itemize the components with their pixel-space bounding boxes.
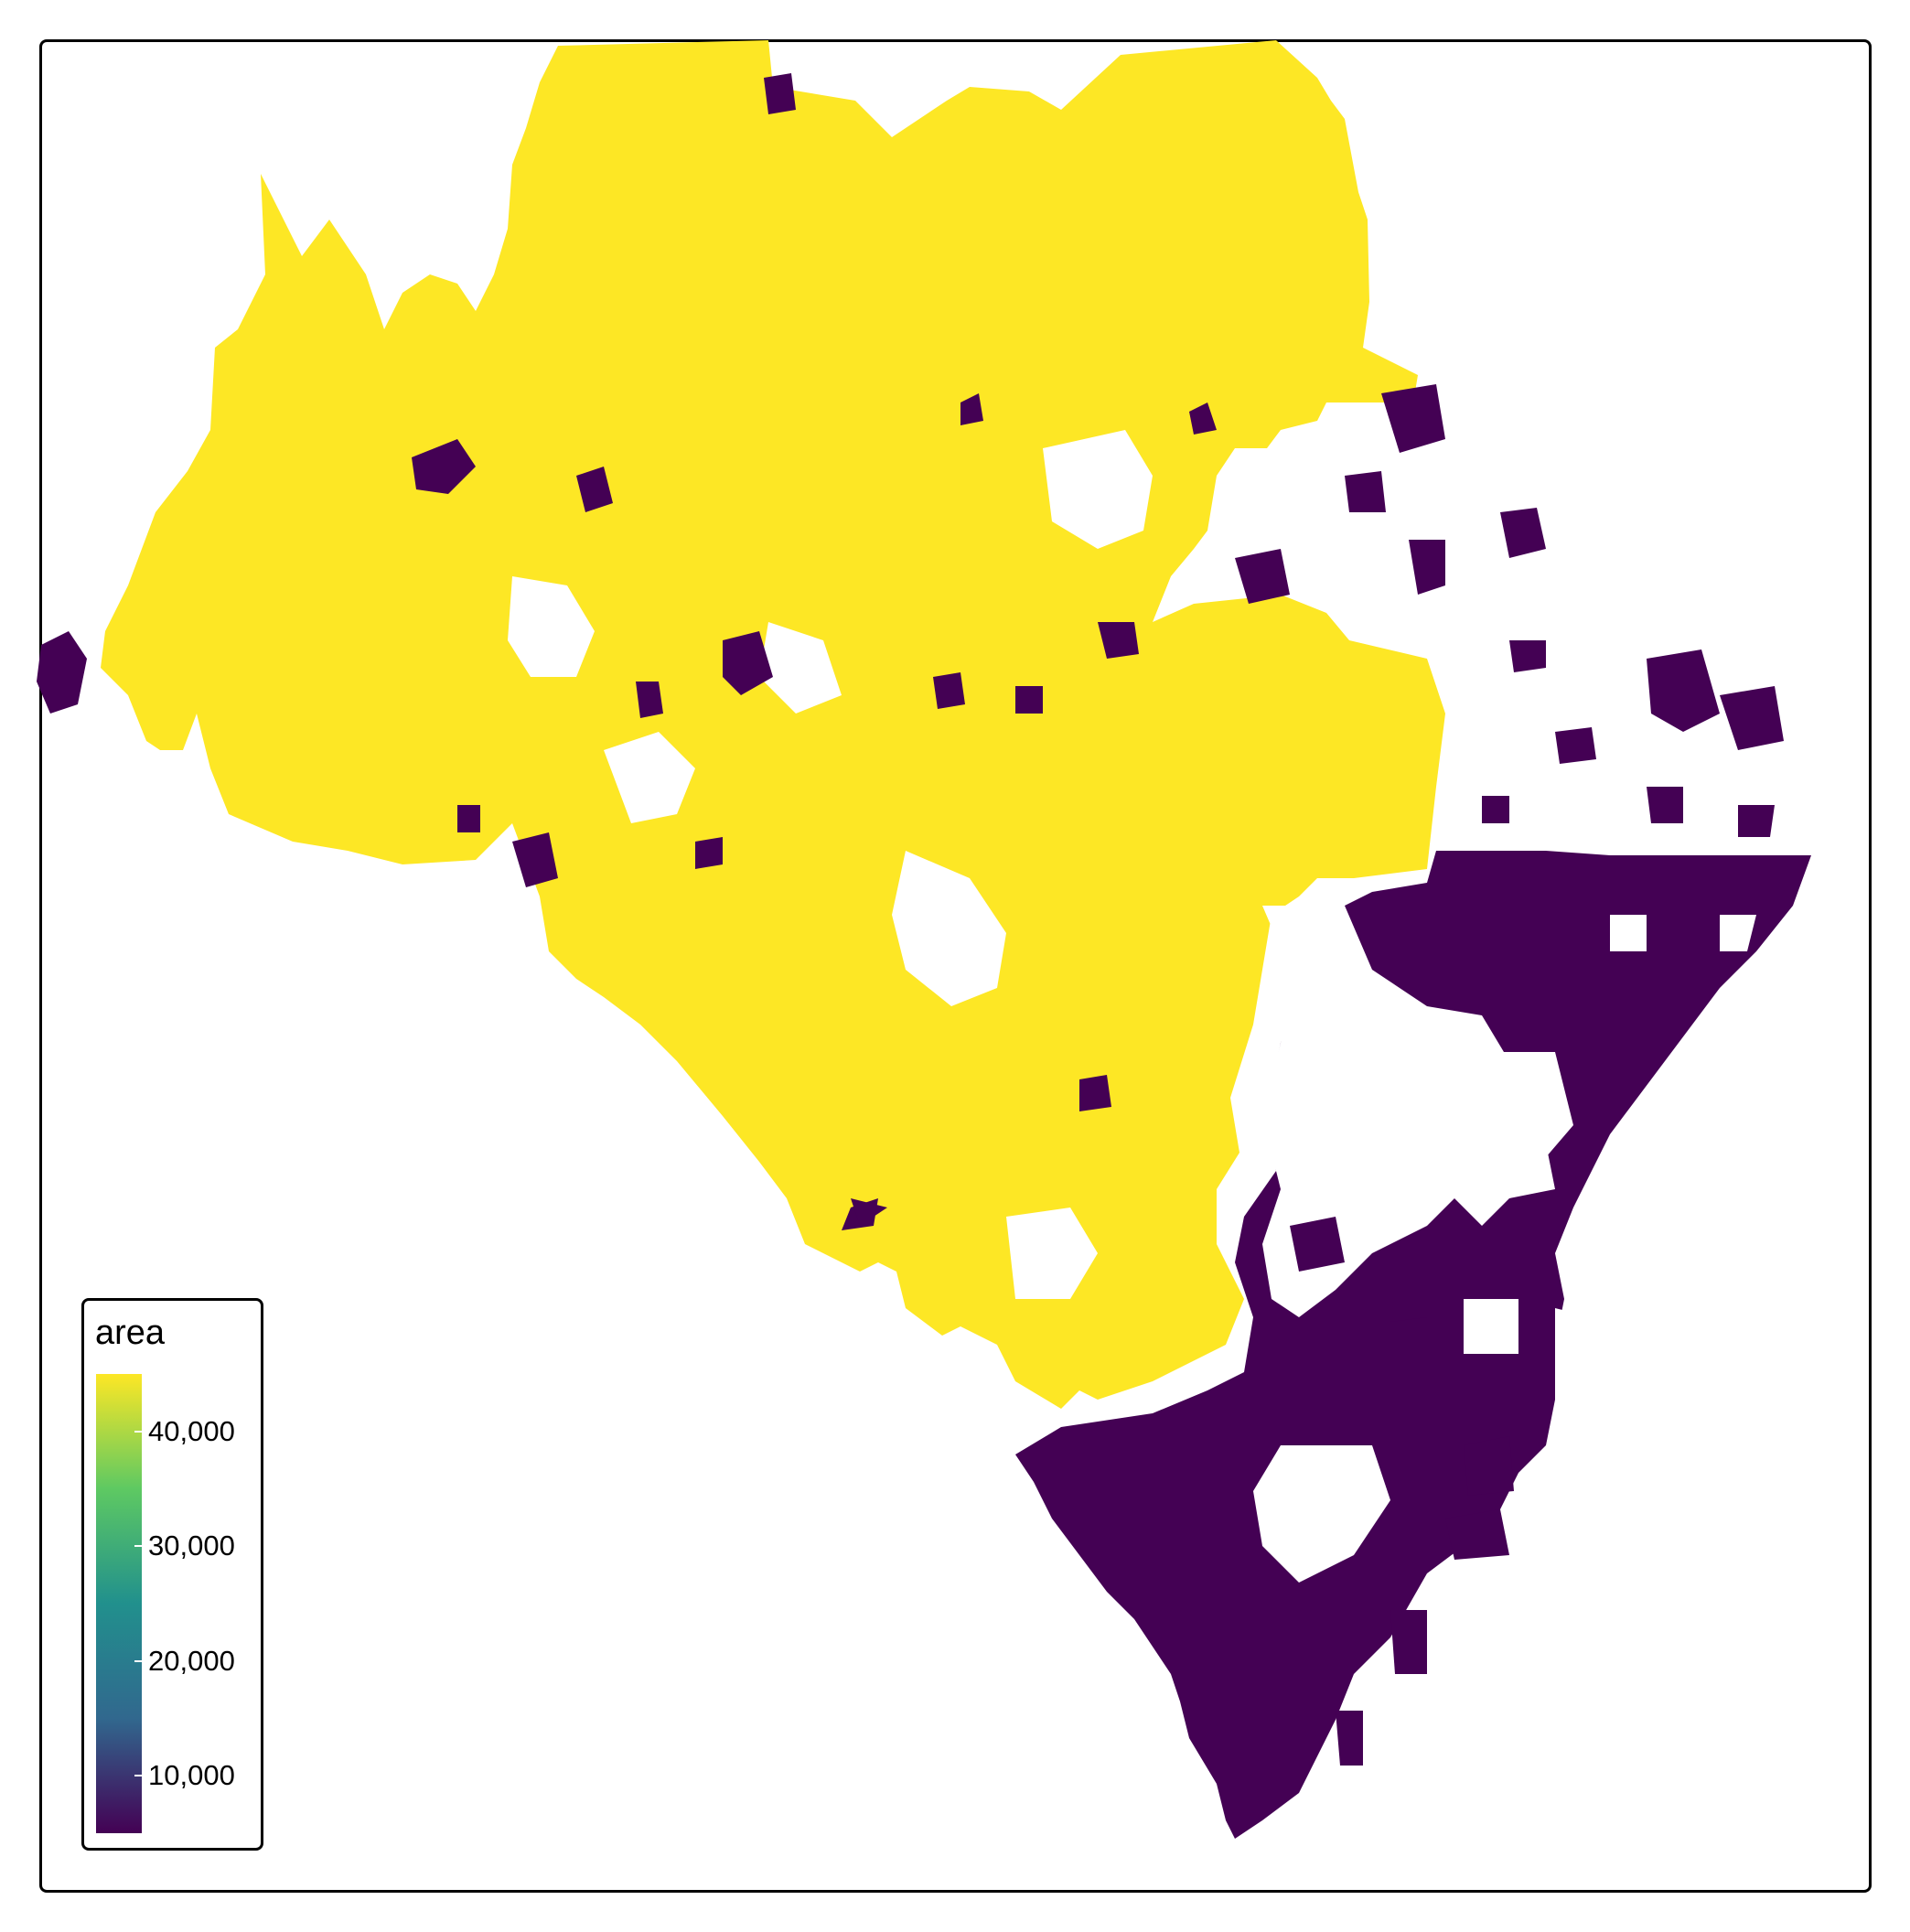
low-area-patch: [764, 73, 796, 114]
legend-color-bar: [96, 1374, 142, 1833]
white-hole: [508, 576, 595, 677]
low-area-patch: [1336, 1711, 1363, 1766]
low-area-patch: [1098, 622, 1139, 659]
low-area-patch: [1720, 686, 1784, 750]
low-area-patch: [933, 672, 965, 709]
white-hole: [759, 622, 842, 714]
white-patch-south: [1253, 1445, 1390, 1583]
legend-tick-mark: [134, 1545, 142, 1548]
legend-tick-label: 40,000: [148, 1414, 235, 1447]
low-area-patch: [851, 1198, 887, 1226]
low-area-patch: [1409, 540, 1445, 595]
low-area-patch: [1345, 471, 1386, 512]
low-area-patch: [1738, 805, 1775, 837]
low-area-patch: [37, 631, 87, 714]
white-hole: [1720, 915, 1756, 951]
white-hole: [892, 851, 1006, 1006]
legend-tick-mark: [134, 1659, 142, 1662]
legend-tick-mark: [134, 1775, 142, 1777]
white-hole: [1610, 915, 1647, 951]
low-area-patch: [723, 631, 773, 695]
low-area-patch: [636, 682, 663, 718]
low-area-patch: [412, 439, 476, 494]
legend-title: area: [95, 1314, 166, 1352]
low-area-patch: [695, 837, 723, 869]
low-area-patch: [1015, 686, 1043, 714]
low-area-patch: [1555, 727, 1596, 764]
low-area-patch: [1464, 1436, 1514, 1496]
high-area-region: [101, 40, 1445, 1409]
low-area-patch: [1390, 1610, 1427, 1674]
white-hole: [604, 732, 695, 823]
white-hole: [1555, 1308, 1592, 1363]
low-area-patch: [1381, 384, 1445, 453]
legend-tick-label: 10,000: [148, 1759, 235, 1792]
low-area-patch: [512, 832, 558, 887]
white-hole: [1006, 1208, 1098, 1299]
low-area-region: [1015, 851, 1811, 1839]
white-patch-east: [1262, 906, 1509, 1317]
white-holes-east: [1464, 915, 1756, 1363]
low-area-patch: [1235, 549, 1290, 604]
low-area-patch: [1482, 796, 1509, 823]
white-hole: [1464, 1299, 1518, 1354]
low-area-patch: [1189, 402, 1217, 435]
low-area-patch: [960, 393, 983, 425]
low-area-patch: [1445, 1509, 1509, 1560]
low-area-patch: [1647, 649, 1720, 732]
low-area-patch: [1390, 1290, 1427, 1322]
white-hole: [1500, 1143, 1555, 1198]
white-hole: [1043, 430, 1153, 549]
legend-tick-label: 20,000: [148, 1644, 235, 1677]
white-patch-southeast: [1427, 1052, 1573, 1226]
low-area-patch: [1647, 787, 1683, 823]
low-area-patch: [1509, 640, 1546, 672]
low-area-patches: [37, 73, 1784, 1766]
low-area-patch: [1290, 1217, 1345, 1272]
legend-tick-mark: [134, 1430, 142, 1433]
low-area-patch: [457, 805, 480, 832]
low-area-patch: [1500, 508, 1546, 558]
legend-tick-label: 30,000: [148, 1530, 235, 1562]
low-area-patch: [1079, 1075, 1111, 1111]
low-area-patch: [576, 467, 613, 512]
